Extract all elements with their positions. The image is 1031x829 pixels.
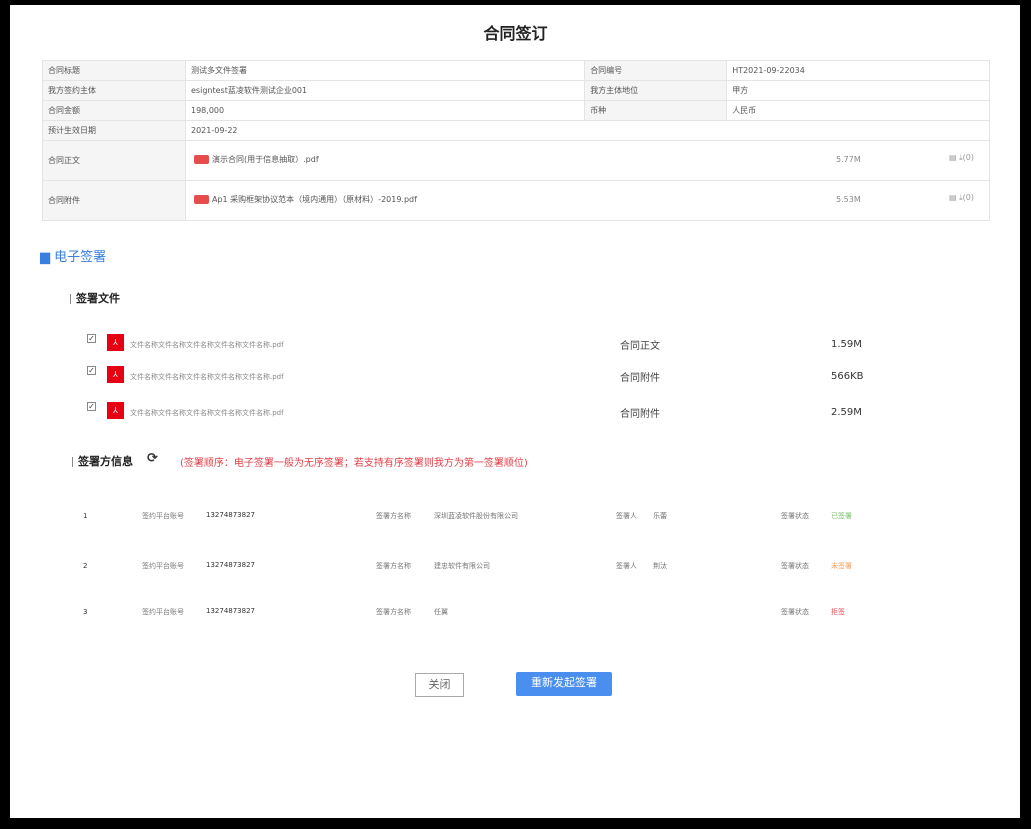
signer-name: 荆汰 [653, 562, 667, 570]
signers-note: (签署顺序：电子签署一般为无序签署；若支持有序签署则我方为第一签署顺位) [180, 458, 528, 469]
download-count: (0) [962, 193, 974, 202]
status-label: 签署状态 [781, 512, 809, 520]
file-size: 5.77M [836, 155, 861, 164]
pdf-icon [194, 195, 209, 204]
body-file-link[interactable]: 演示合同(用于信息抽取）.pdf [212, 155, 319, 164]
file-name[interactable]: 文件名称文件名称文件名称文件名称文件名称.pdf [130, 409, 284, 417]
page-title: 合同签订 [483, 24, 548, 43]
party-name: 任翼 [434, 608, 448, 616]
amount: 198,000 [184, 100, 586, 121]
esign-section-title: ▆ 电子签署 [40, 246, 106, 265]
label: 合同附件 [42, 180, 186, 221]
party-name: 深圳蓝凌软件股份有限公司 [434, 512, 518, 520]
our-role: 甲方 [726, 80, 990, 101]
file-checkbox[interactable]: ✓ [87, 334, 96, 343]
label: 我方主体地位 [584, 80, 728, 101]
account: 13274873827 [206, 607, 255, 615]
file-name[interactable]: 文件名称文件名称文件名称文件名称文件名称.pdf [130, 341, 284, 349]
status-label: 签署状态 [781, 608, 809, 616]
preview-icon[interactable]: ▤ [949, 153, 957, 162]
signer-label: 签署人 [616, 562, 637, 570]
signer-no: 1 [83, 512, 88, 520]
file-size: 1.59M [831, 339, 862, 350]
party-label: 签署方名称 [376, 562, 411, 570]
signer-no: 3 [83, 608, 88, 616]
esign-title: 电子签署 [54, 250, 107, 265]
file-name[interactable]: 文件名称文件名称文件名称文件名称文件名称.pdf [130, 373, 284, 381]
account-label: 签约平台账号 [142, 608, 184, 616]
effective-date: 2021-09-22 [185, 120, 990, 141]
status-badge: 已签署 [831, 512, 852, 520]
file-type: 合同附件 [620, 409, 660, 420]
download-icon[interactable]: ⤓ [959, 153, 963, 162]
account-label: 签约平台账号 [142, 512, 184, 520]
label: 合同金额 [42, 100, 186, 121]
file-checkbox[interactable]: ✓ [87, 366, 96, 375]
file-size: 5.53M [836, 195, 861, 204]
download-count: (0) [962, 153, 974, 162]
file-size: 566KB [831, 371, 864, 382]
file-type: 合同正文 [620, 341, 660, 352]
label: 币种 [584, 100, 728, 121]
account: 13274873827 [206, 561, 255, 569]
pdf-icon [194, 155, 209, 164]
label: 合同编号 [584, 60, 728, 81]
files-title: 签署文件 [70, 290, 120, 306]
label: 合同标题 [42, 60, 186, 81]
signer-label: 签署人 [616, 512, 637, 520]
party-label: 签署方名称 [376, 608, 411, 616]
status-badge: 拒签 [831, 608, 845, 616]
resend-sign-button[interactable]: 重新发起签署 [516, 672, 612, 696]
party-name: 建忠软件有限公司 [434, 562, 490, 570]
download-icon[interactable]: ⤓ [959, 193, 963, 202]
preview-icon[interactable]: ▤ [949, 193, 957, 202]
currency: 人民币 [726, 100, 990, 121]
status-badge: 未签署 [831, 562, 852, 570]
file-size: 2.59M [831, 407, 862, 418]
contract-info-table: 合同标题 测试多文件签署 合同编号 HT2021-09-22034 我方签约主体 esi… [42, 60, 990, 221]
attach-file-link[interactable]: Ap1 采购框架协议范本（境内通用）（原材料）-2019.pdf [212, 195, 417, 204]
our-party: esigntest蓝凌软件测试企业001 [184, 80, 586, 101]
pdf-icon: ⅄ [107, 366, 124, 383]
signers-title: 签署方信息 [72, 453, 133, 469]
pdf-icon: ⅄ [107, 334, 124, 351]
file-checkbox[interactable]: ✓ [87, 402, 96, 411]
close-button[interactable]: 关闭 [415, 673, 464, 697]
signer-name: 乐蕾 [653, 512, 667, 520]
account: 13274873827 [206, 511, 255, 519]
pdf-icon: ⅄ [107, 402, 124, 419]
party-label: 签署方名称 [376, 512, 411, 520]
file-type: 合同附件 [620, 373, 660, 384]
document-icon: ▆ [40, 250, 50, 265]
label: 预计生效日期 [42, 120, 186, 141]
account-label: 签约平台账号 [142, 562, 184, 570]
signer-no: 2 [83, 562, 88, 570]
label: 合同正文 [42, 140, 186, 181]
label: 我方签约主体 [42, 80, 186, 101]
refresh-icon[interactable]: ⟳ [147, 451, 158, 466]
contract-title: 测试多文件签署 [184, 60, 586, 81]
status-label: 签署状态 [781, 562, 809, 570]
contract-no: HT2021-09-22034 [726, 60, 990, 81]
